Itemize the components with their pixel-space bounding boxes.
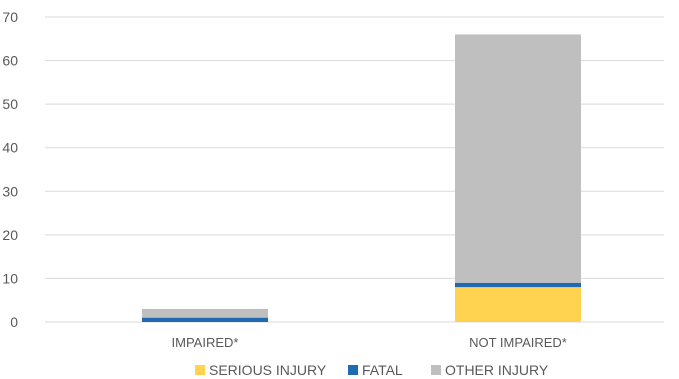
bar-segment — [142, 317, 268, 322]
legend-swatch — [348, 365, 358, 375]
bar-segment — [142, 308, 268, 318]
bar-segment — [455, 282, 581, 288]
y-tick-label: 0 — [10, 314, 18, 330]
x-axis-category-labels: IMPAIRED* NOT IMPAIRED* — [172, 335, 567, 350]
y-tick-label: 20 — [2, 227, 18, 243]
legend-label: FATAL — [362, 362, 403, 378]
y-tick-label: 40 — [2, 140, 18, 156]
gridlines — [45, 16, 664, 323]
legend: SERIOUS INJURY FATAL OTHER INJURY — [195, 362, 549, 378]
bar-segment — [455, 287, 581, 322]
bars — [142, 34, 581, 322]
x-category-label: IMPAIRED* — [172, 335, 239, 350]
y-axis-tick-labels: 0 10 20 30 40 50 60 70 — [2, 9, 18, 330]
y-tick-label: 30 — [2, 183, 18, 199]
legend-label: SERIOUS INJURY — [209, 362, 327, 378]
legend-swatch — [195, 365, 205, 375]
y-tick-label: 60 — [2, 53, 18, 69]
y-tick-label: 70 — [2, 9, 18, 25]
legend-swatch — [431, 365, 441, 375]
bar-segment — [455, 34, 581, 283]
y-tick-label: 50 — [2, 96, 18, 112]
legend-label: OTHER INJURY — [445, 362, 549, 378]
x-category-label: NOT IMPAIRED* — [469, 335, 567, 350]
y-tick-label: 10 — [2, 270, 18, 286]
